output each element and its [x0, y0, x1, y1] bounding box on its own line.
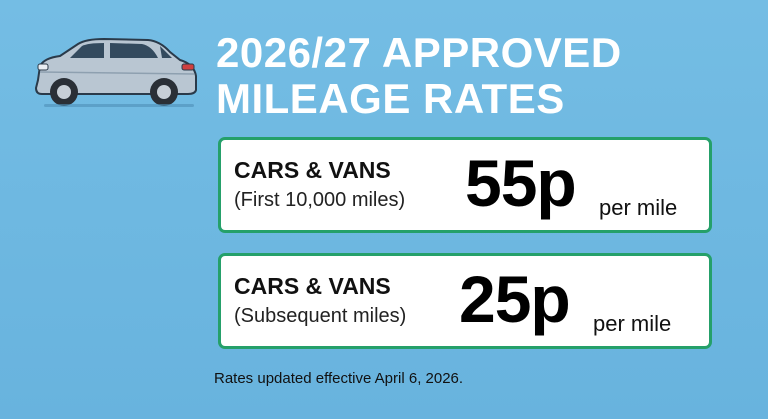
rate-qualifier: (First 10,000 miles) — [234, 189, 406, 211]
rate-category: CARS & VANS — [234, 157, 391, 183]
footer-note: Rates updated effective April 6, 2026. — [214, 370, 464, 387]
rate-category: CARS & VANS — [234, 273, 391, 299]
car-icon — [34, 37, 197, 107]
rate-unit: per mile — [599, 195, 678, 220]
rate-unit: per mile — [593, 311, 672, 336]
rate-value: 55p — [465, 146, 577, 220]
title: 2026/27 APPROVED MILEAGE RATES — [216, 30, 622, 122]
rate-value: 25p — [459, 262, 571, 336]
rate-card: CARS & VANS (First 10,000 miles) 55p per… — [218, 137, 712, 233]
title-line: MILEAGE RATES — [216, 75, 565, 122]
title-line: 2026/27 APPROVED — [216, 29, 622, 76]
rate-qualifier: (Subsequent miles) — [234, 305, 407, 327]
rate-card: CARS & VANS (Subsequent miles) 25p per m… — [218, 253, 712, 349]
